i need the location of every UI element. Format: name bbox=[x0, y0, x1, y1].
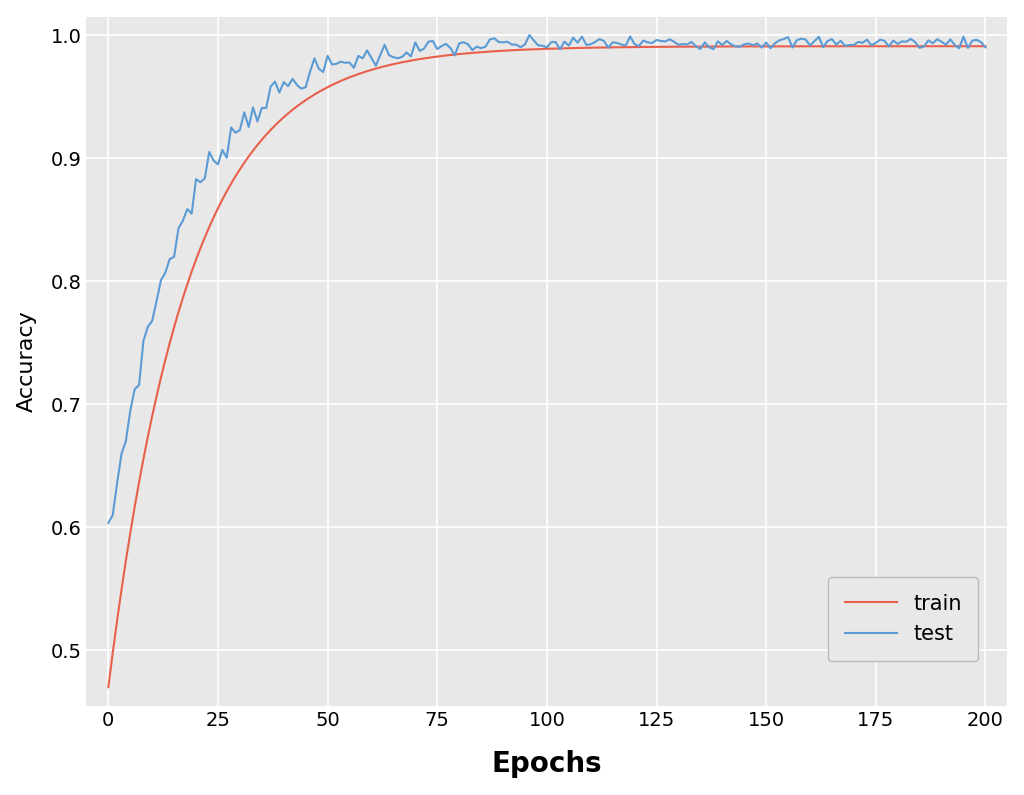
Line: test: test bbox=[109, 35, 985, 523]
train bbox=[471, 48, 483, 57]
train bbox=[422, 53, 434, 63]
test bbox=[581, 41, 593, 50]
test bbox=[106, 510, 119, 520]
test bbox=[909, 37, 922, 47]
Line: train: train bbox=[109, 46, 985, 687]
Legend: train, test: train, test bbox=[828, 577, 979, 661]
test bbox=[523, 30, 536, 40]
test bbox=[979, 42, 991, 52]
train bbox=[905, 41, 918, 51]
train bbox=[102, 682, 115, 692]
train bbox=[106, 648, 119, 657]
train bbox=[979, 41, 991, 51]
test bbox=[471, 42, 483, 52]
X-axis label: Epochs: Epochs bbox=[492, 750, 602, 778]
test bbox=[102, 518, 115, 528]
test bbox=[181, 204, 194, 214]
train bbox=[181, 280, 194, 289]
Y-axis label: Accuracy: Accuracy bbox=[16, 310, 37, 412]
test bbox=[422, 37, 434, 46]
train bbox=[575, 43, 588, 52]
